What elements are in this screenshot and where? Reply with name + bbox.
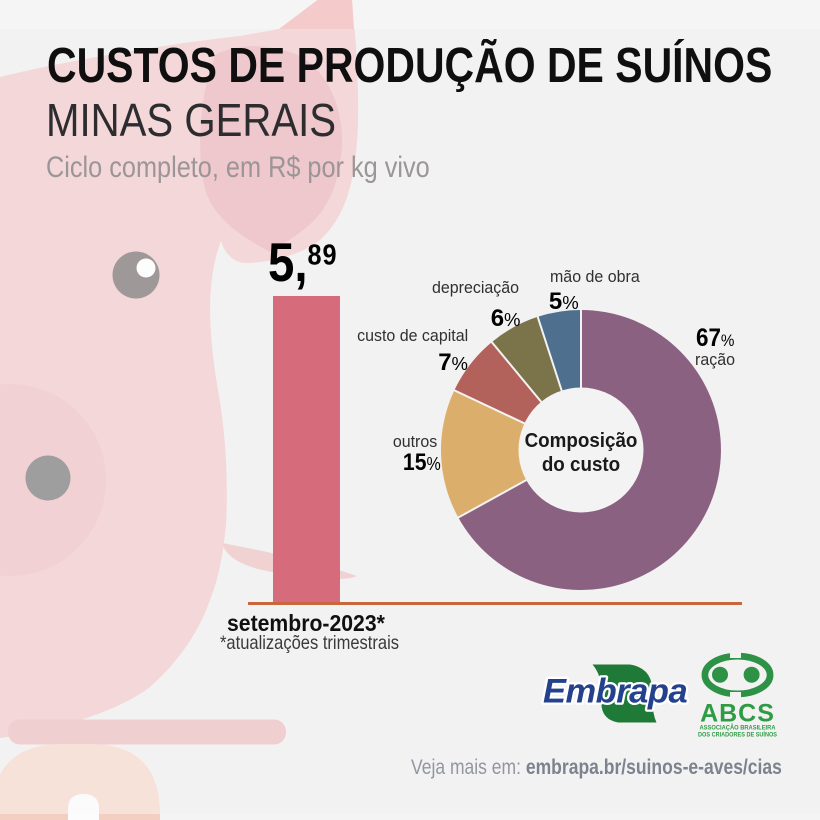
svg-text:ASSOCIAÇÃO BRASILEIRA: ASSOCIAÇÃO BRASILEIRA — [700, 723, 776, 732]
svg-text:DOS CRIADORES DE SUÍNOS: DOS CRIADORES DE SUÍNOS — [698, 730, 778, 739]
svg-text:ABCS: ABCS — [700, 700, 775, 728]
svg-text:Embrapa: Embrapa — [543, 673, 687, 711]
